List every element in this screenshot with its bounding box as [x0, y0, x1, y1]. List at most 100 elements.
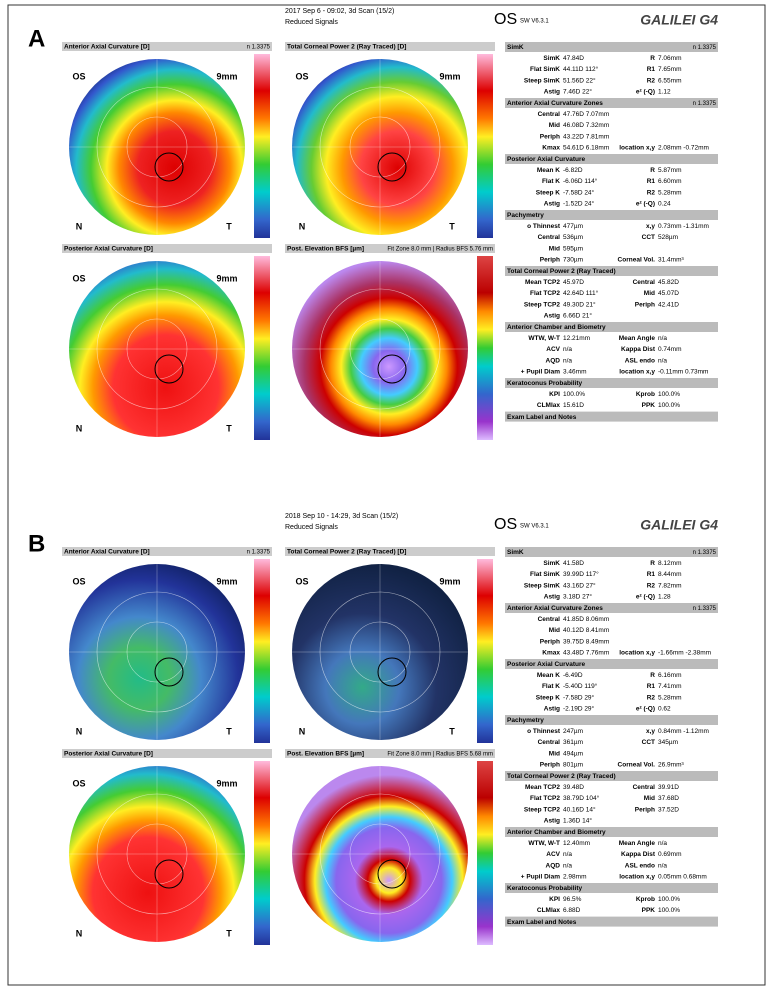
metric-label: Mean K	[537, 672, 560, 679]
map-label: 9mm	[216, 778, 237, 788]
metric-value: 37.68D	[658, 795, 679, 802]
metric-value: 100.0%	[658, 907, 680, 914]
section-note: n 1.3375	[693, 45, 717, 51]
map-label: 9mm	[439, 71, 460, 81]
pupil-ring	[377, 657, 407, 687]
map-label: OS	[72, 273, 85, 283]
map-label: T	[449, 221, 455, 231]
metric-label: R	[650, 560, 655, 567]
map-title-bar	[62, 42, 272, 51]
section-header	[505, 603, 718, 613]
metric-value: 12.40mm	[563, 840, 590, 847]
metric-label: CLMIax	[537, 402, 561, 409]
metric-label: Periph	[540, 762, 560, 769]
metric-label: Flat K	[542, 178, 560, 185]
eye: OS	[494, 11, 517, 28]
metric-value: 38.79D 104°	[563, 794, 600, 802]
metric-value: 46.08D 7.32mm	[563, 122, 609, 129]
map-title: Anterior Axial Curvature [D]	[64, 44, 150, 51]
metric-value: 49.30D 21°	[563, 300, 596, 308]
metric-label: + Pupil Diam	[521, 369, 560, 376]
metric-label: R1	[647, 178, 656, 185]
map-label: N	[299, 221, 306, 231]
section-title: Anterior Axial Curvature Zones	[507, 100, 603, 107]
metric-label: Flat K	[542, 683, 560, 690]
scan-date: 2018 Sep 10 - 14:29, 3d Scan (15/2)	[285, 513, 398, 520]
metric-label: Kprob	[636, 391, 655, 398]
map-title-bar	[285, 244, 495, 253]
metric-value: 100.0%	[658, 391, 680, 398]
metric-value: 7.46D 22°	[563, 88, 592, 96]
metric-value: 8.12mm	[658, 560, 681, 567]
metric-value: 595µm	[563, 245, 583, 252]
metric-value: 6.16mm	[658, 672, 681, 679]
section-header	[505, 771, 718, 781]
section-title: Pachymetry	[507, 717, 544, 724]
section-header	[505, 98, 718, 108]
metric-value: 0.69mm	[658, 851, 681, 858]
pupil-ring	[377, 859, 407, 889]
metric-value: 100.0%	[658, 896, 680, 903]
map-label: OS	[72, 71, 85, 81]
metric-label: PPK	[642, 907, 656, 914]
map-label: T	[226, 221, 232, 231]
section-note: n 1.3375	[693, 101, 717, 107]
metric-value: 8.44mm	[658, 571, 681, 578]
section-title: SimK	[507, 549, 524, 556]
section-title: Exam Label and Notes	[507, 919, 577, 926]
metric-value: 40.16D 14°	[563, 805, 596, 813]
metric-value: 477µm	[563, 223, 583, 230]
metric-label: x,y	[646, 223, 655, 230]
map-label: OS	[72, 576, 85, 586]
metric-value: -6.06D 114°	[563, 177, 598, 185]
map-title-bar	[285, 547, 495, 556]
metric-label: Kmax	[542, 145, 560, 152]
map-note: Fit Zone 8.0 mm | Radius BFS 5.68 mm	[387, 752, 493, 758]
map-title: Post. Elevation BFS [µm]	[287, 246, 364, 253]
metric-label: PPK	[642, 402, 656, 409]
metric-value: 6.66D 21°	[563, 312, 592, 320]
metric-value: 5.87mm	[658, 167, 681, 174]
metric-label: Mean TCP2	[525, 784, 560, 791]
metric-label: CCT	[642, 739, 655, 746]
metric-label: Astig	[544, 818, 560, 825]
metric-label: KPI	[549, 896, 560, 903]
metric-label: Mean Angle	[619, 335, 656, 342]
metric-value: 3.46mm	[563, 369, 586, 376]
metric-label: Flat SimK	[530, 571, 560, 578]
metric-label: ACV	[546, 851, 560, 858]
eye: OS	[494, 516, 517, 533]
section-header	[505, 659, 718, 669]
version: SW V6.3.1	[520, 524, 549, 530]
metric-label: Mid	[549, 750, 560, 757]
metric-value: 41.58D	[563, 560, 584, 567]
map-title-bar	[285, 42, 495, 51]
metric-label: Periph	[635, 806, 655, 813]
metric-value: 40.12D 8.41mm	[563, 627, 609, 634]
metric-label: SimK	[543, 55, 560, 62]
metric-value: n/a	[658, 335, 667, 342]
metric-label: Steep K	[536, 694, 561, 701]
map-label: N	[76, 423, 83, 433]
metric-value: 7.65mm	[658, 66, 681, 73]
metric-value: 536µm	[563, 234, 583, 241]
section-note: n 1.3375	[693, 606, 717, 612]
metric-value: -7.58D 29°	[563, 693, 595, 701]
section-header	[505, 916, 718, 927]
metric-value: 528µm	[658, 234, 678, 241]
metric-label: R	[650, 672, 655, 679]
metric-value: 5.28mm	[658, 694, 681, 701]
metric-label: WTW, W-T	[528, 840, 560, 847]
section-header	[505, 210, 718, 220]
map-title-bar	[62, 547, 272, 556]
metric-value: 15.61D	[563, 402, 584, 409]
map-label: 9mm	[439, 576, 460, 586]
metric-label: Mid	[549, 245, 560, 252]
map-title-bar	[285, 749, 495, 758]
section-title: Total Corneal Power 2 (Ray Traced)	[507, 268, 616, 275]
metric-label: CLMIax	[537, 907, 561, 914]
metric-label: Kmax	[542, 650, 560, 657]
metric-value: 37.52D	[658, 806, 679, 813]
metric-value: 31.4mm³	[658, 257, 684, 264]
